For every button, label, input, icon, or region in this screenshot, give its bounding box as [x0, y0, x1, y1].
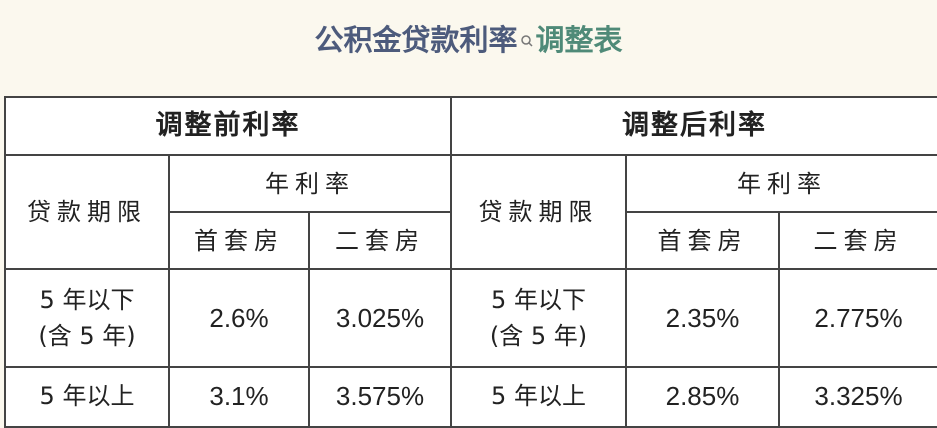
- second-home-before: 二套房: [310, 213, 452, 270]
- header-after: 调整后利率: [452, 98, 937, 156]
- first-home-after: 首套房: [627, 213, 780, 270]
- header-before: 调整前利率: [6, 98, 452, 156]
- rate-cell: 2.85%: [627, 368, 780, 428]
- term-text: 5 年以下: [39, 286, 135, 314]
- rate-cell: 2.35%: [627, 270, 780, 368]
- term-note: (含 5 年): [38, 322, 136, 350]
- term-cell: 5 年以上: [452, 368, 627, 428]
- rate-cell: 3.1%: [170, 368, 310, 428]
- annual-rate-after: 年利率: [627, 156, 937, 213]
- first-home-before: 首套房: [170, 213, 310, 270]
- term-cell: 5 年以下 (含 5 年): [452, 270, 627, 368]
- second-home-after: 二套房: [780, 213, 937, 270]
- search-icon[interactable]: [520, 18, 534, 47]
- rate-cell: 3.025%: [310, 270, 452, 368]
- annual-rate-before: 年利率: [170, 156, 452, 213]
- term-label-before: 贷款期限: [6, 156, 170, 270]
- title-main: 公积金贷款利率: [314, 23, 518, 57]
- rate-cell: 3.325%: [780, 368, 937, 428]
- rate-cell: 2.6%: [170, 270, 310, 368]
- term-label-after: 贷款期限: [452, 156, 627, 270]
- term-cell: 5 年以上: [6, 368, 170, 428]
- term-text: 5 年以下: [491, 286, 586, 314]
- rate-cell: 3.575%: [310, 368, 452, 428]
- term-cell: 5 年以下 (含 5 年): [6, 270, 170, 368]
- title-link[interactable]: 调整表: [535, 23, 623, 57]
- term-note: (含 5 年): [489, 322, 588, 350]
- rate-cell: 2.775%: [780, 270, 937, 368]
- page-title: 公积金贷款利率 调整表: [0, 18, 937, 62]
- rate-table: 调整前利率 贷款期限 年利率 首套房 二套房 5 年以下 (含 5 年) 2.6%…: [4, 96, 937, 428]
